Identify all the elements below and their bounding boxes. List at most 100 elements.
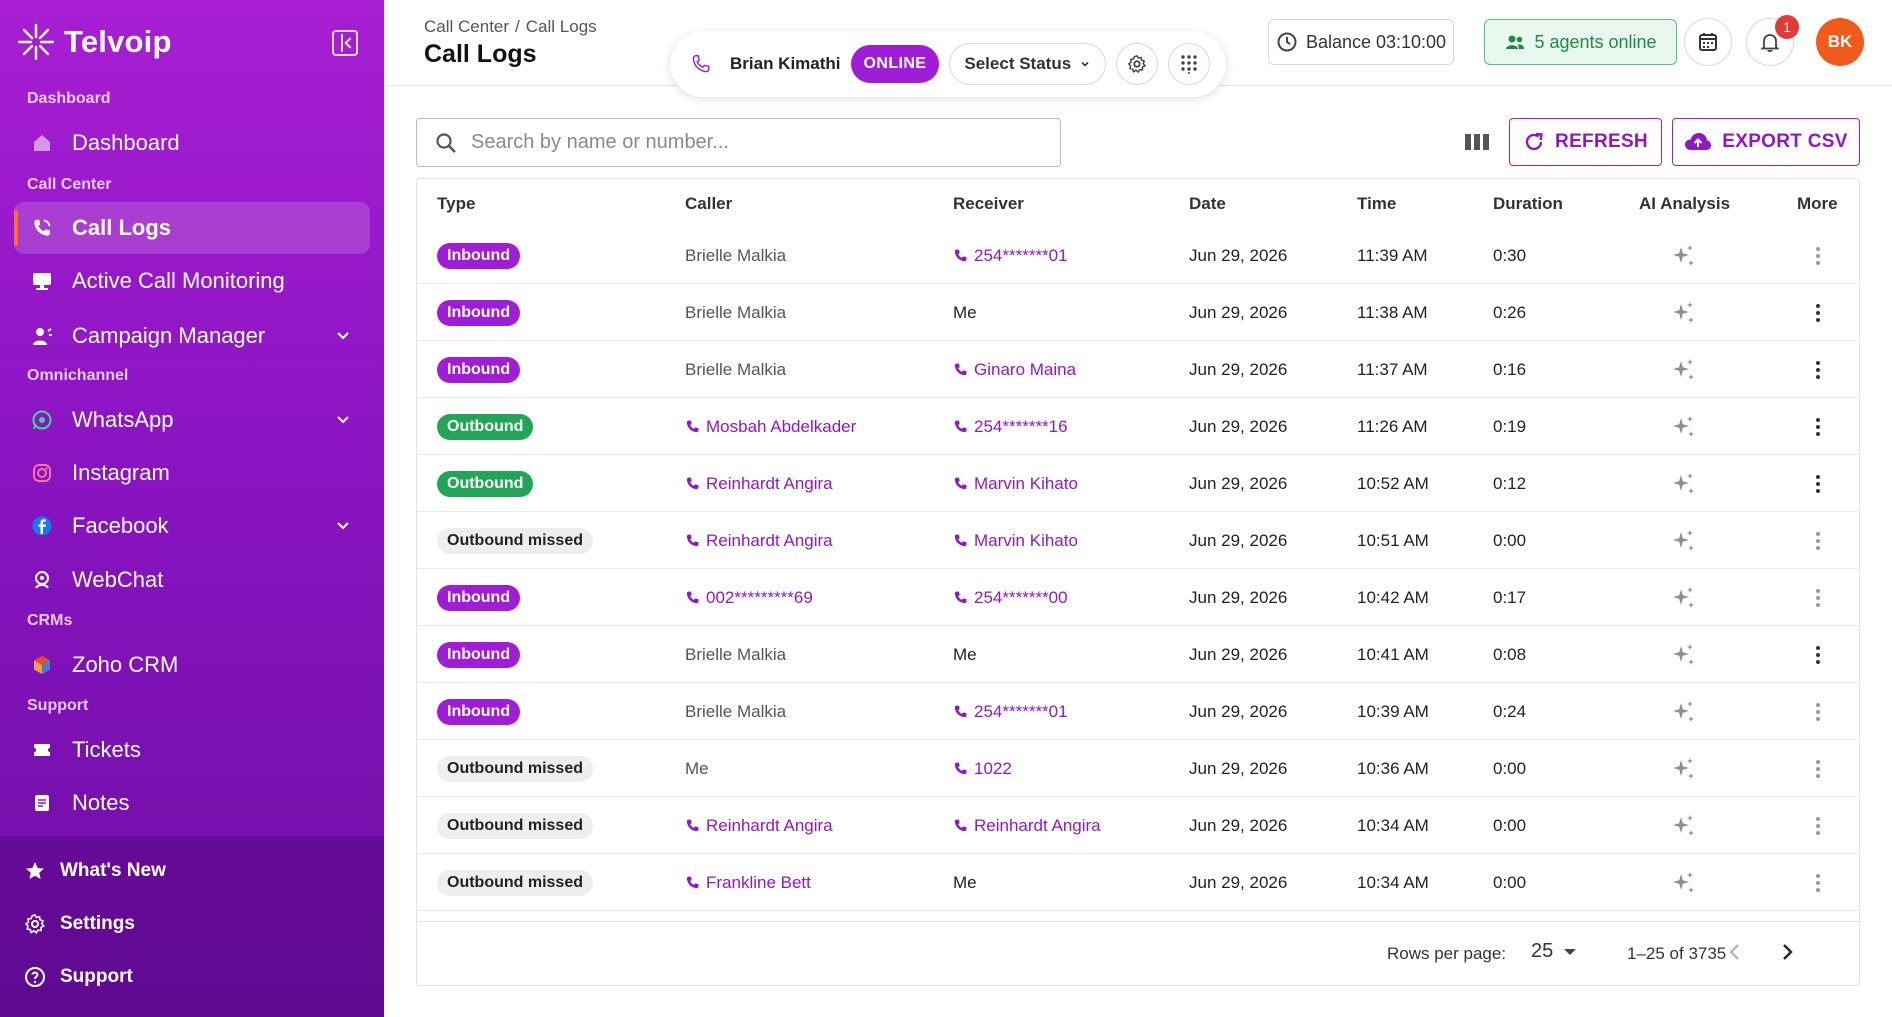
calendar-button[interactable] bbox=[1684, 18, 1732, 66]
table-row[interactable]: Inbound 002*********69 254*******00 Jun 29,… bbox=[417, 569, 1859, 626]
caller-link[interactable]: 002*********69 bbox=[685, 588, 813, 608]
more-vert-icon[interactable] bbox=[1813, 246, 1823, 265]
phone-icon bbox=[954, 819, 967, 832]
breadcrumb-call-center[interactable]: Call Center bbox=[424, 17, 510, 36]
table-row[interactable]: Inbound Brielle Malkia 254*******01 Jun 29,… bbox=[417, 683, 1859, 740]
export-csv-button[interactable]: EXPORT CSV bbox=[1672, 118, 1860, 166]
receiver-link[interactable]: 1022 bbox=[953, 759, 1012, 779]
sidebar-item-facebook[interactable]: Facebook bbox=[14, 500, 370, 552]
receiver-link[interactable]: 254*******01 bbox=[953, 246, 1068, 266]
receiver-cell: 254*******01 bbox=[953, 227, 1068, 284]
ai-analysis-button[interactable] bbox=[1671, 357, 1697, 383]
phone-icon bbox=[954, 249, 967, 262]
receiver-link[interactable]: 254*******00 bbox=[953, 588, 1068, 608]
receiver-cell: Marvin Kihato bbox=[953, 512, 1078, 569]
more-vert-icon[interactable] bbox=[1813, 702, 1823, 721]
sidebar-item-support[interactable]: Support bbox=[24, 966, 133, 988]
ai-analysis-button[interactable] bbox=[1671, 813, 1697, 839]
sidebar-item-settings[interactable]: Settings bbox=[24, 913, 135, 935]
agent-settings-button[interactable] bbox=[1116, 43, 1159, 85]
ai-analysis-button[interactable] bbox=[1671, 528, 1697, 554]
receiver-link[interactable]: 254*******16 bbox=[953, 417, 1068, 437]
column-type[interactable]: Type bbox=[437, 194, 476, 213]
sidebar-item-notes[interactable]: Notes bbox=[14, 777, 370, 829]
column-date[interactable]: Date bbox=[1189, 194, 1226, 213]
sidebar-item-zoho-crm[interactable]: Zoho CRM bbox=[14, 639, 370, 691]
status-select[interactable]: Select Status bbox=[949, 43, 1107, 85]
table-row[interactable]: Outbound missed Reinhardt Angira Reinhardt… bbox=[417, 797, 1859, 854]
more-vert-icon[interactable] bbox=[1813, 474, 1823, 493]
sidebar-item-dashboard[interactable]: Dashboard bbox=[14, 117, 370, 169]
caller-link[interactable]: Mosbah Abdelkader bbox=[685, 417, 856, 437]
previous-page-icon[interactable] bbox=[1723, 940, 1747, 964]
sidebar-item-webchat[interactable]: WebChat bbox=[14, 554, 370, 606]
sidebar-collapse-icon[interactable] bbox=[332, 30, 358, 56]
caller-cell: Brielle Malkia bbox=[685, 644, 787, 664]
table-row[interactable]: Outbound Mosbah Abdelkader 254*******16 Jun… bbox=[417, 398, 1859, 455]
receiver-link[interactable]: Ginaro Maina bbox=[953, 360, 1076, 380]
more-vert-icon[interactable] bbox=[1813, 588, 1823, 607]
ai-analysis-button[interactable] bbox=[1671, 870, 1697, 896]
table-row[interactable]: Inbound Brielle Malkia Ginaro Maina Jun 29,… bbox=[417, 341, 1859, 398]
receiver-cell: 254*******16 bbox=[953, 398, 1068, 455]
table-row[interactable]: Outbound Reinhardt Angira Marvin Kihato Jun… bbox=[417, 455, 1859, 512]
sidebar-item-whats-new[interactable]: What's New bbox=[24, 860, 166, 882]
brand-logo[interactable]: Telvoip bbox=[16, 20, 172, 64]
ai-analysis-button[interactable] bbox=[1671, 756, 1697, 782]
notifications-button[interactable]: 1 bbox=[1746, 15, 1799, 66]
more-vert-icon[interactable] bbox=[1813, 873, 1823, 892]
ai-sparkle-icon bbox=[1673, 244, 1694, 266]
more-vert-icon[interactable] bbox=[1813, 360, 1823, 379]
refresh-button[interactable]: REFRESH bbox=[1509, 118, 1662, 166]
column-receiver[interactable]: Receiver bbox=[953, 194, 1024, 213]
receiver-cell: Me bbox=[953, 644, 977, 664]
caller-link[interactable]: Reinhardt Angira bbox=[685, 816, 833, 836]
sidebar-item-tickets[interactable]: Tickets bbox=[14, 724, 370, 776]
online-status-button[interactable]: ONLINE bbox=[850, 45, 940, 83]
agents-online-indicator[interactable]: 5 agents online bbox=[1484, 19, 1677, 65]
column-time[interactable]: Time bbox=[1357, 194, 1397, 213]
ai-analysis-button[interactable] bbox=[1671, 699, 1697, 725]
table-row[interactable]: Inbound Brielle Malkia Me Jun 29, 2026 11:38… bbox=[417, 284, 1859, 341]
receiver-link[interactable]: Marvin Kihato bbox=[953, 531, 1078, 551]
more-vert-icon[interactable] bbox=[1813, 759, 1823, 778]
column-caller[interactable]: Caller bbox=[685, 194, 733, 213]
table-row[interactable]: Inbound Brielle Malkia Me Jun 29, 2026 10:41… bbox=[417, 626, 1859, 683]
more-vert-icon[interactable] bbox=[1813, 417, 1823, 436]
ai-sparkle-icon bbox=[1673, 814, 1694, 836]
rows-per-page-select[interactable]: 25 bbox=[1531, 940, 1577, 963]
dialpad-button[interactable] bbox=[1168, 43, 1211, 85]
ai-analysis-button[interactable] bbox=[1671, 300, 1697, 326]
more-vert-icon[interactable] bbox=[1813, 816, 1823, 835]
search-input[interactable] bbox=[471, 131, 1031, 154]
column-duration[interactable]: Duration bbox=[1493, 194, 1563, 213]
table-row[interactable]: Outbound missed Reinhardt Angira Marvin Ki… bbox=[417, 512, 1859, 569]
ai-analysis-button[interactable] bbox=[1671, 642, 1697, 668]
caller-cell: Me bbox=[685, 758, 709, 778]
ai-analysis-button[interactable] bbox=[1671, 243, 1697, 269]
ai-analysis-button[interactable] bbox=[1671, 471, 1697, 497]
more-vert-icon[interactable] bbox=[1813, 645, 1823, 664]
columns-icon[interactable] bbox=[1465, 132, 1489, 152]
sidebar-item-campaign-manager[interactable]: Campaign Manager bbox=[14, 310, 370, 362]
receiver-link[interactable]: Reinhardt Angira bbox=[953, 816, 1101, 836]
avatar[interactable]: BK bbox=[1816, 18, 1864, 66]
ai-analysis-button[interactable] bbox=[1671, 585, 1697, 611]
sidebar-item-instagram[interactable]: Instagram bbox=[14, 447, 370, 499]
more-vert-icon[interactable] bbox=[1813, 531, 1823, 550]
caller-link[interactable]: Reinhardt Angira bbox=[685, 474, 833, 494]
call-type-badge: Inbound bbox=[437, 242, 521, 269]
sidebar-item-whatsapp[interactable]: WhatsApp bbox=[14, 394, 370, 446]
more-vert-icon[interactable] bbox=[1813, 303, 1823, 322]
receiver-link[interactable]: Marvin Kihato bbox=[953, 474, 1078, 494]
receiver-link[interactable]: 254*******01 bbox=[953, 702, 1068, 722]
caller-link[interactable]: Reinhardt Angira bbox=[685, 531, 833, 551]
table-row[interactable]: Outbound missed Frankline Bett Me Jun 29, 2… bbox=[417, 854, 1859, 911]
caller-link[interactable]: Frankline Bett bbox=[685, 873, 811, 893]
sidebar-item-call-logs[interactable]: Call Logs bbox=[14, 202, 370, 254]
ai-analysis-button[interactable] bbox=[1671, 414, 1697, 440]
next-page-icon[interactable] bbox=[1775, 940, 1799, 964]
table-row[interactable]: Outbound missed Me 1022 Jun 29, 2026 10:36 A… bbox=[417, 740, 1859, 797]
sidebar-item-active-call-monitoring[interactable]: Active Call Monitoring bbox=[14, 255, 370, 307]
table-row[interactable]: Inbound Brielle Malkia 254*******01 Jun 29,… bbox=[417, 227, 1859, 284]
